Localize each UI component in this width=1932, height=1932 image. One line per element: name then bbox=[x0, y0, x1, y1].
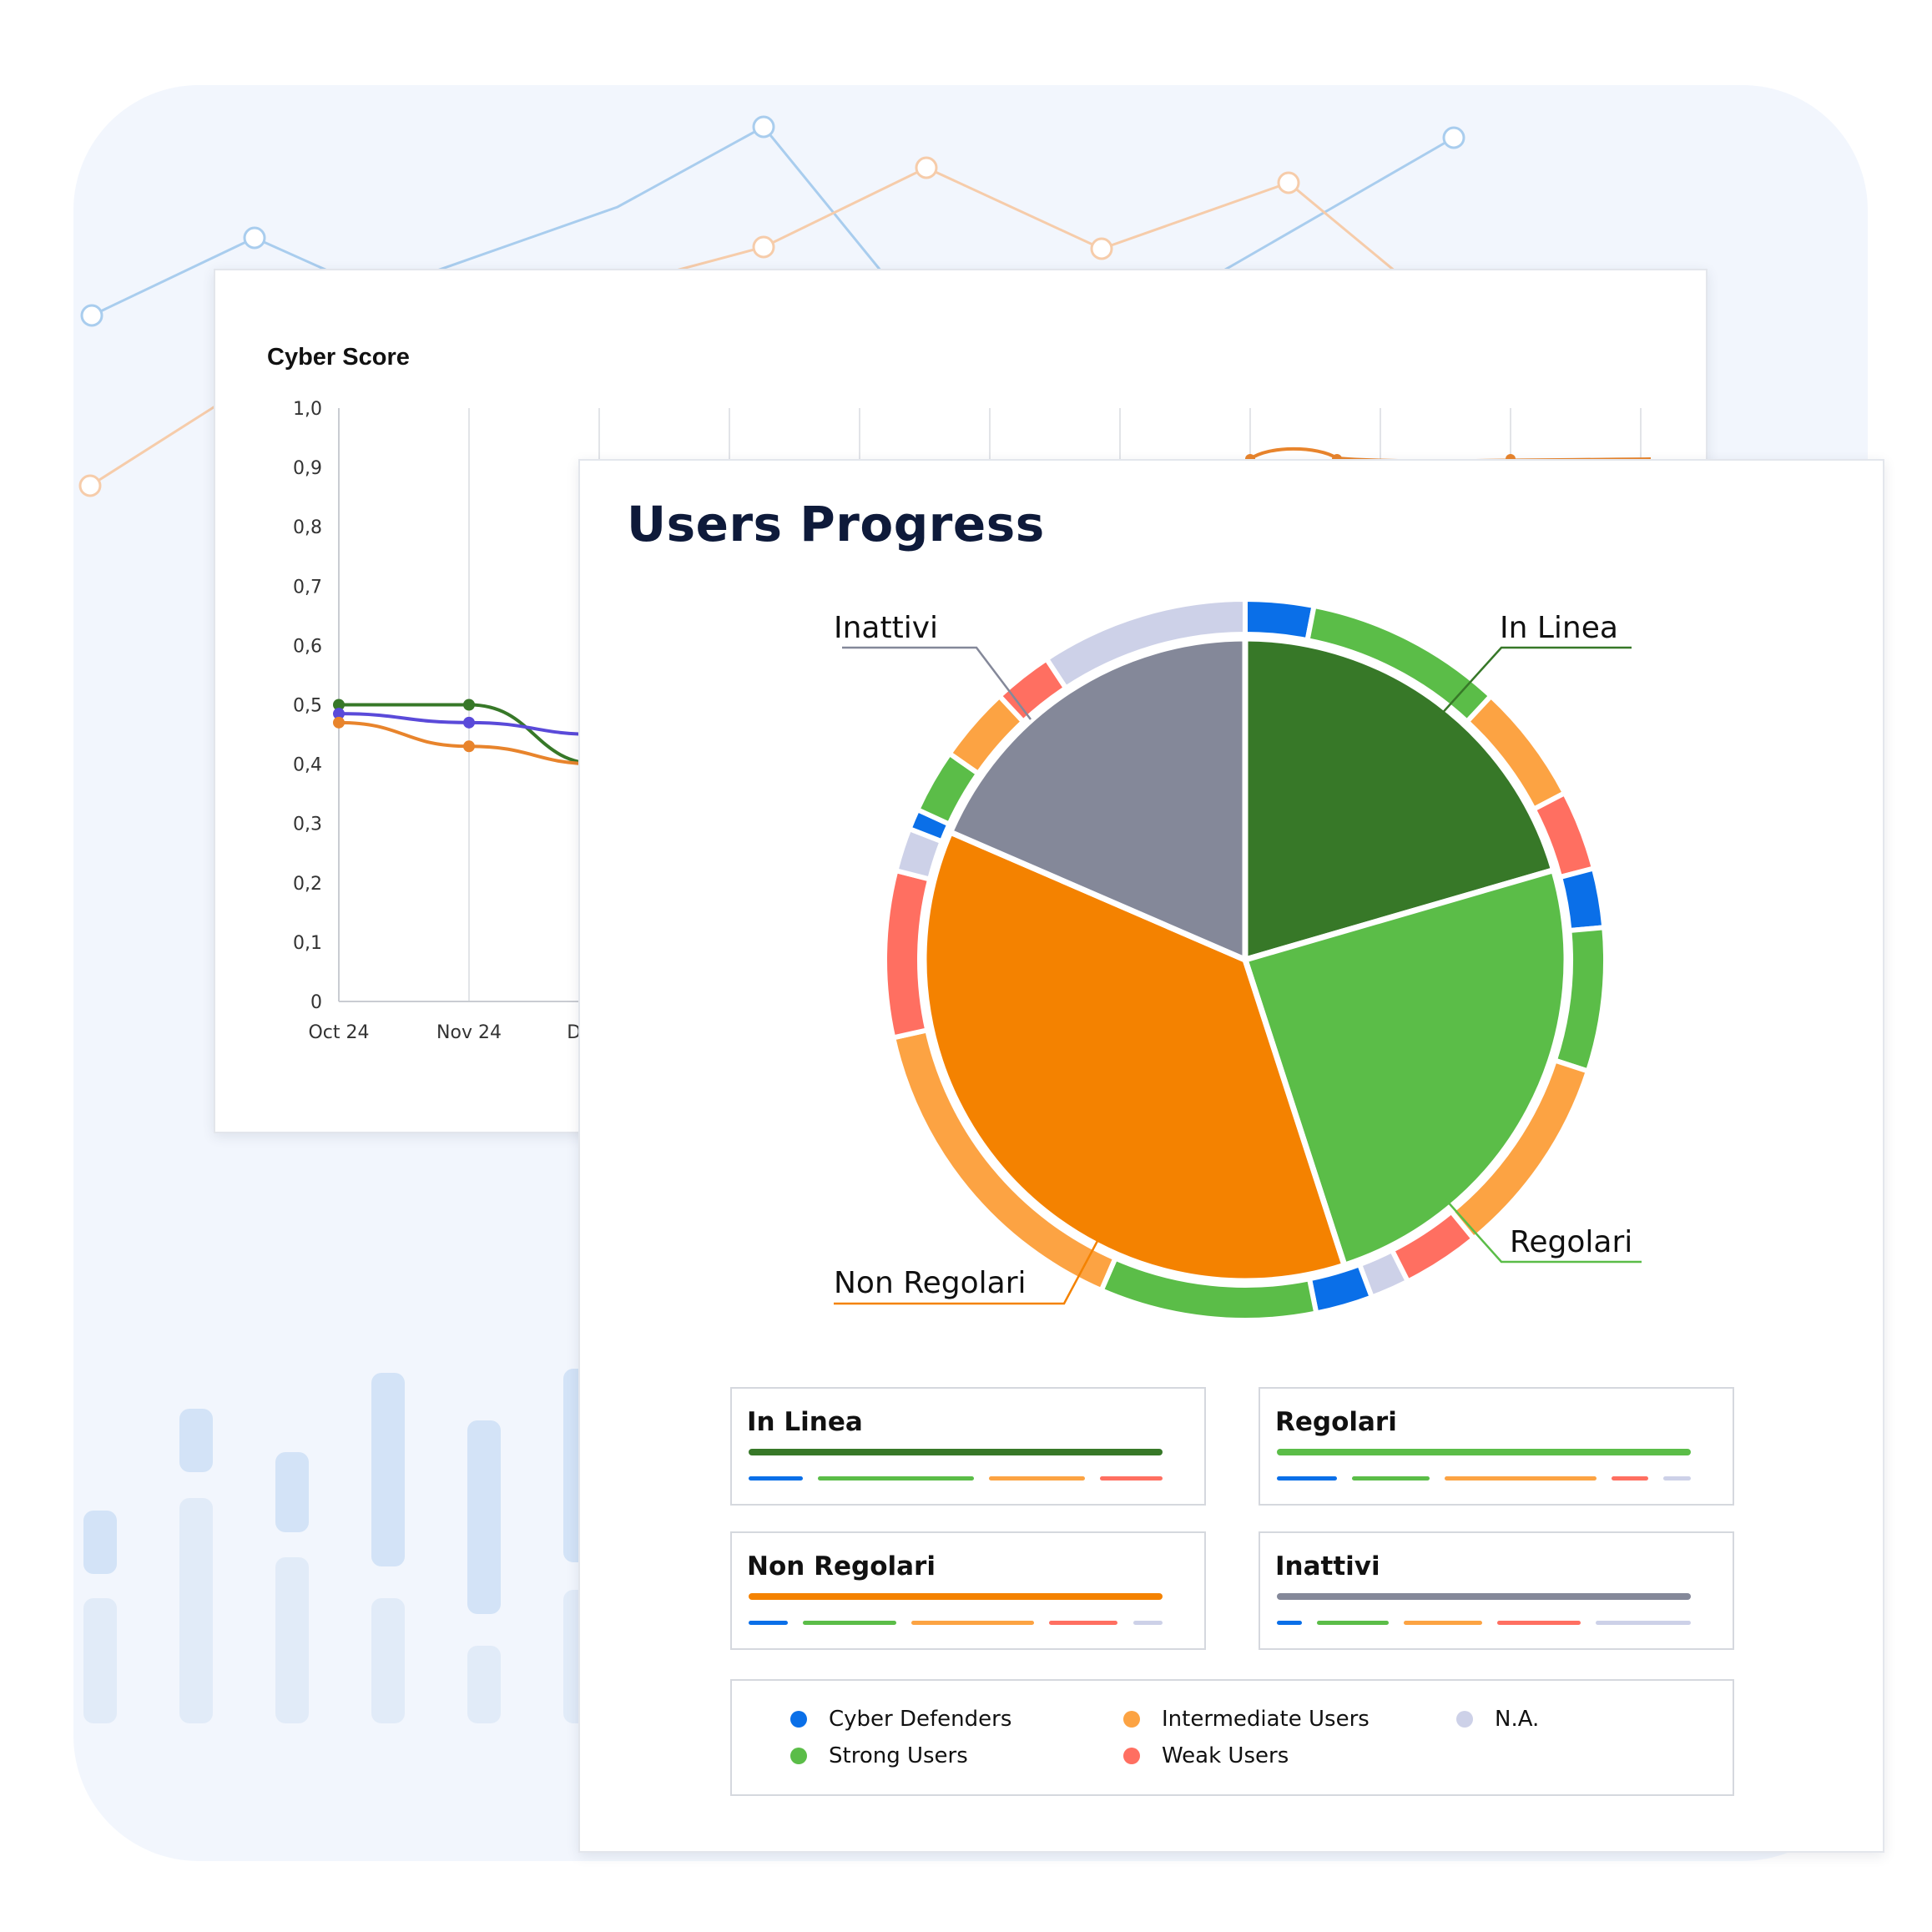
series-point bbox=[463, 699, 475, 711]
summary-main-bar bbox=[749, 1449, 1163, 1455]
legend-dot bbox=[790, 1748, 807, 1764]
y-tick-label: 0,3 bbox=[293, 815, 322, 835]
legend-item-weak-users: Weak Users bbox=[1123, 1743, 1289, 1769]
series-point bbox=[463, 716, 475, 729]
background-bars bbox=[83, 1369, 597, 1723]
series-line bbox=[339, 703, 600, 766]
breakdown-segment bbox=[1277, 1476, 1337, 1481]
pie-label-non-regolari: Non Regolari bbox=[834, 1266, 1027, 1300]
pie-label-in-linea: In Linea bbox=[1500, 611, 1618, 645]
breakdown-segment bbox=[1317, 1621, 1390, 1625]
pie-slice bbox=[1242, 635, 1557, 963]
pie-label-regolari: Regolari bbox=[1510, 1225, 1632, 1259]
cyber-score-title: Cyber Score bbox=[267, 344, 410, 371]
y-tick-label: 0 bbox=[310, 992, 322, 1013]
breakdown-segment bbox=[1496, 1621, 1581, 1625]
series-point bbox=[333, 699, 345, 711]
breakdown-segment bbox=[1611, 1476, 1648, 1481]
summary-title: Inattivi bbox=[1275, 1551, 1380, 1581]
legend-item-na: N.A. bbox=[1456, 1706, 1539, 1733]
summary-card-in-linea: In Linea bbox=[730, 1387, 1206, 1506]
y-tick-label: 0,1 bbox=[293, 933, 322, 954]
legend-label: Cyber Defenders bbox=[829, 1707, 1012, 1732]
y-tick-label: 0,5 bbox=[293, 696, 322, 717]
legend-label: Intermediate Users bbox=[1162, 1707, 1370, 1732]
breakdown-segment bbox=[1277, 1621, 1303, 1625]
series-point bbox=[463, 740, 475, 753]
label-inattivi: Inattivi bbox=[834, 611, 1032, 720]
x-tick-label: Nov 24 bbox=[436, 1022, 502, 1043]
outer-ring-segment bbox=[1042, 596, 1248, 692]
summary-breakdown-bar bbox=[1277, 1621, 1691, 1625]
summary-breakdown-bar bbox=[1277, 1476, 1691, 1481]
label-regolari: Regolari bbox=[1445, 1198, 1642, 1264]
breakdown-segment bbox=[1049, 1621, 1118, 1625]
summary-card-regolari: Regolari bbox=[1259, 1387, 1734, 1506]
summary-main-bar bbox=[1277, 1593, 1691, 1600]
summary-card-non-regolari: Non Regolari bbox=[730, 1531, 1206, 1650]
breakdown-segment bbox=[749, 1621, 788, 1625]
summary-card-inattivi: Inattivi bbox=[1259, 1531, 1734, 1650]
y-tick-label: 0,2 bbox=[293, 874, 322, 895]
outer-ring-segment bbox=[1243, 596, 1318, 643]
breakdown-segment bbox=[1445, 1476, 1597, 1481]
breakdown-segment bbox=[1132, 1621, 1163, 1625]
y-tick-label: 0,9 bbox=[293, 458, 322, 479]
summary-title: In Linea bbox=[747, 1407, 863, 1437]
breakdown-segment bbox=[1099, 1476, 1163, 1481]
legend-label: Strong Users bbox=[829, 1743, 968, 1768]
users-progress-title: Users Progress bbox=[627, 496, 1045, 552]
breakdown-segment bbox=[1662, 1476, 1691, 1481]
legend-dot bbox=[1123, 1711, 1140, 1728]
breakdown-segment bbox=[817, 1476, 975, 1481]
legend-item-intermediate-users: Intermediate Users bbox=[1123, 1706, 1370, 1733]
y-tick-label: 0,4 bbox=[293, 755, 322, 776]
breakdown-segment bbox=[1404, 1621, 1482, 1625]
legend-item-cyber-defenders: Cyber Defenders bbox=[790, 1706, 1011, 1733]
label-non-regolari: Non Regolari bbox=[834, 1240, 1099, 1305]
users-progress-card: Users Progress Inattivi In Linea Regolar… bbox=[578, 459, 1884, 1853]
summary-breakdown-bar bbox=[749, 1476, 1163, 1481]
legend-dot bbox=[1456, 1711, 1473, 1728]
users-progress-pie-chart: Inattivi In Linea Regolari Non Regolari bbox=[834, 596, 1642, 1323]
breakdown-segment bbox=[802, 1621, 896, 1625]
summary-breakdown-bar bbox=[749, 1621, 1163, 1625]
x-tick-label: Oct 24 bbox=[308, 1022, 369, 1043]
breakdown-segment bbox=[989, 1476, 1085, 1481]
summary-main-bar bbox=[749, 1593, 1163, 1600]
legend-dot bbox=[790, 1711, 807, 1728]
legend-item-strong-users: Strong Users bbox=[790, 1743, 968, 1769]
pie-slice bbox=[947, 635, 1248, 963]
pie-slice bbox=[921, 829, 1348, 1284]
label-in-linea: In Linea bbox=[1439, 611, 1632, 717]
legend-label: Weak Users bbox=[1162, 1743, 1289, 1768]
pie-slice bbox=[1242, 867, 1570, 1269]
summary-title: Regolari bbox=[1275, 1407, 1397, 1437]
y-tick-label: 0,8 bbox=[293, 517, 322, 538]
breakdown-segment bbox=[749, 1476, 803, 1481]
y-tick-label: 0,7 bbox=[293, 577, 322, 598]
legend-dot bbox=[1123, 1748, 1140, 1764]
breakdown-segment bbox=[1595, 1621, 1691, 1625]
summary-main-bar bbox=[1277, 1449, 1691, 1455]
pie-label-inattivi: Inattivi bbox=[834, 611, 938, 645]
y-tick-label: 0,6 bbox=[293, 636, 322, 657]
legend-label: N.A. bbox=[1495, 1707, 1540, 1732]
y-tick-label: 1,0 bbox=[293, 399, 322, 420]
series-point bbox=[333, 716, 345, 729]
series-point bbox=[333, 708, 345, 720]
summary-title: Non Regolari bbox=[747, 1551, 936, 1581]
breakdown-segment bbox=[1351, 1476, 1430, 1481]
legend: Cyber Defenders Strong Users Intermediat… bbox=[730, 1679, 1734, 1796]
breakdown-segment bbox=[911, 1621, 1035, 1625]
